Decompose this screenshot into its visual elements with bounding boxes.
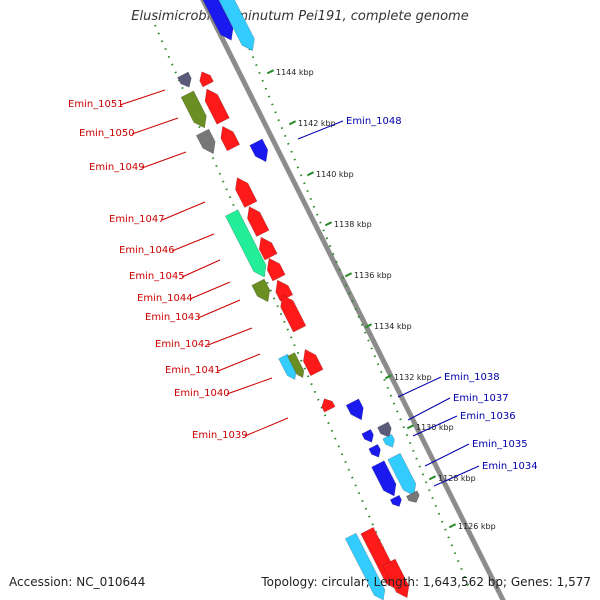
- leader-line: [131, 117, 179, 135]
- gene-arrow: [224, 209, 267, 278]
- gene-arrow: [345, 398, 364, 421]
- gene-arrow: [361, 428, 374, 443]
- gene-label: Emin_1045: [129, 271, 185, 282]
- leader-line: [433, 465, 480, 487]
- scale-tick: [364, 323, 373, 329]
- leader-line: [207, 327, 253, 346]
- gene-arrow: [387, 452, 417, 497]
- scale-tick: [324, 221, 333, 227]
- scale-label: 1138 kbp: [334, 220, 372, 229]
- gene-label: Emin_1048: [346, 116, 402, 127]
- gene-label: Emin_1046: [119, 245, 175, 256]
- gene-arrow: [302, 348, 324, 377]
- leader-line: [424, 443, 470, 467]
- leader-line: [189, 281, 231, 300]
- gene-arrow: [368, 443, 381, 458]
- gene-arrow: [278, 353, 297, 381]
- scale-tick: [406, 424, 415, 430]
- gene-label: Emin_1035: [472, 439, 528, 450]
- leader-line: [226, 377, 273, 395]
- gene-label: Emin_1036: [460, 411, 516, 422]
- gene-arrow: [371, 460, 397, 497]
- scale-tick: [288, 120, 297, 126]
- gene-arrow: [249, 138, 269, 163]
- gene-arrow: [287, 352, 305, 379]
- gene-label: Emin_1049: [89, 162, 145, 173]
- gene-arrow: [220, 125, 241, 152]
- scale-label: 1126 kbp: [458, 522, 496, 531]
- gene-label: Emin_1038: [444, 372, 500, 383]
- leader-line: [181, 259, 221, 278]
- leader-line: [244, 417, 289, 437]
- gene-label: Emin_1037: [453, 393, 509, 404]
- gene-label: Emin_1047: [109, 214, 165, 225]
- gene-arrow: [204, 88, 230, 125]
- gene-arrow: [321, 398, 336, 413]
- gene-arrow: [382, 433, 395, 448]
- gene-arrow: [344, 532, 386, 600]
- leader-line: [407, 397, 451, 421]
- gene-arrow: [382, 558, 410, 599]
- scale-label: 1132 kbp: [394, 373, 432, 382]
- gene-arrow: [258, 236, 278, 261]
- leader-line: [171, 233, 215, 252]
- scale-tick: [266, 69, 275, 75]
- scale-label: 1134 kbp: [374, 322, 412, 331]
- gene-arrow: [202, 0, 234, 41]
- scale-label: 1136 kbp: [354, 271, 392, 280]
- gene-arrow: [218, 0, 255, 52]
- leader-line: [397, 376, 442, 398]
- gene-arrow: [199, 71, 214, 88]
- gene-arrow: [195, 128, 216, 155]
- leader-line: [141, 151, 187, 169]
- leader-line: [297, 120, 344, 140]
- gene-arrow: [247, 206, 270, 237]
- gene-arrow: [275, 279, 294, 302]
- scale-tick: [344, 272, 353, 278]
- gene-label: Emin_1042: [155, 339, 211, 350]
- leader-line: [412, 415, 458, 437]
- gene-label: Emin_1039: [192, 430, 248, 441]
- scale-label: 1144 kbp: [276, 68, 314, 77]
- scale-label: 1130 kbp: [416, 423, 454, 432]
- scale-label: 1142 kbp: [298, 119, 336, 128]
- scale-tick: [384, 374, 393, 380]
- gene-label: Emin_1050: [79, 128, 135, 139]
- scale-label: 1128 kbp: [438, 474, 476, 483]
- leader-line: [119, 89, 166, 106]
- gene-arrow: [280, 294, 307, 333]
- gene-label: Emin_1044: [137, 293, 193, 304]
- leader-line: [197, 299, 241, 319]
- gene-label: Emin_1040: [174, 388, 230, 399]
- gene-label: Emin_1041: [165, 365, 221, 376]
- accession-text: Accession: NC_010644: [9, 575, 146, 589]
- backbone-line: [200, 0, 506, 600]
- gene-arrow: [180, 90, 207, 129]
- genome-stats-text: Topology: circular; Length: 1,643,562 bp…: [261, 575, 591, 589]
- gene-arrow: [235, 177, 258, 208]
- gene-label: Emin_1051: [68, 99, 124, 110]
- gene-arrow: [389, 494, 402, 507]
- gene-arrow: [251, 278, 271, 303]
- gene-label: Emin_1043: [145, 312, 201, 323]
- scale-tick: [428, 475, 437, 481]
- scale-tick: [306, 171, 315, 177]
- leader-line: [217, 353, 261, 372]
- gene-label: Emin_1034: [482, 461, 538, 472]
- gene-arrow: [177, 71, 192, 88]
- leader-line: [161, 201, 206, 221]
- gene-arrow: [377, 421, 392, 438]
- gene-arrow: [405, 490, 420, 503]
- gene-arrow: [266, 257, 286, 282]
- scale-tick: [448, 523, 457, 529]
- scale-label: 1140 kbp: [316, 170, 354, 179]
